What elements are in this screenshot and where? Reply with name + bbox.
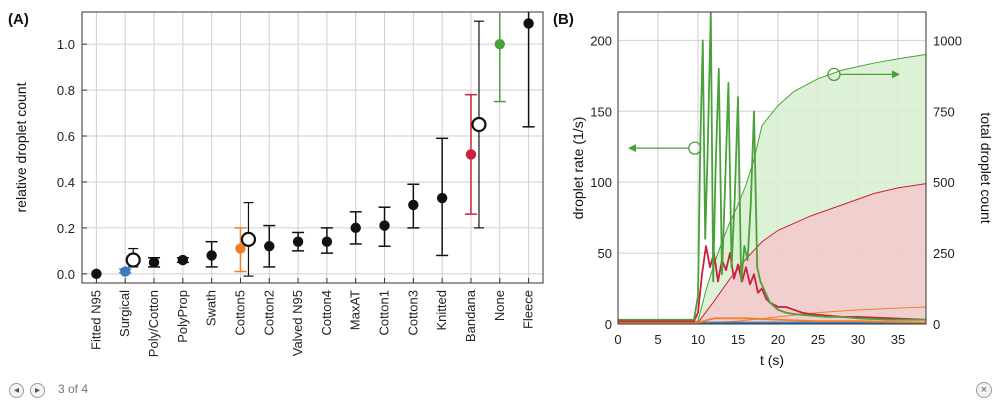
y-tick-label: 50 — [598, 246, 612, 261]
cumulative-line-green — [618, 54, 926, 324]
y-tick-label: 0.6 — [57, 129, 75, 144]
panel-a-label: (A) — [8, 11, 29, 28]
y2-tick-label: 500 — [933, 175, 955, 190]
x-tick-label: 20 — [771, 332, 785, 347]
panel-b-frame — [617, 11, 927, 325]
x-tick-label: 15 — [731, 332, 745, 347]
x-tick-label: Cotton1 — [377, 290, 392, 336]
panel-a: (A) 0.0 0.2 0.4 0.6 0.8 1.0 Fitted N95 Surgical P… — [8, 11, 544, 357]
y2-tick-label: 250 — [933, 246, 955, 261]
data-point — [321, 236, 333, 247]
previous-button[interactable]: ◂ — [9, 383, 24, 398]
left-axis-arrowhead — [628, 144, 636, 153]
open-circle-point — [240, 231, 257, 247]
left-axis-marker — [688, 141, 702, 155]
x-tick-label: Cotton3 — [405, 290, 420, 336]
open-circle-point — [471, 116, 487, 133]
figure-area: (A) 0.0 0.2 0.4 0.6 0.8 1.0 Fitted N95 Surgical P… — [8, 11, 994, 368]
x-tick-label: MaxAT — [348, 290, 363, 330]
x-tick-label: Valved N95 — [290, 290, 305, 356]
cumulative-line-red — [618, 183, 926, 324]
next-button[interactable]: ▸ — [30, 383, 45, 398]
data-point — [177, 254, 189, 266]
data-point — [523, 18, 534, 29]
data-point — [292, 236, 304, 247]
right-axis-marker — [827, 67, 841, 82]
panel-b: (B) 0 5 10 15 20 25 30 35 0 50 100 150 200 0 250 500 750 1… — [553, 11, 994, 368]
x-tick-label: Poly/Cotton — [146, 290, 161, 357]
x-tick-label: Fleece — [521, 290, 536, 329]
y-tick-label: 200 — [590, 33, 612, 48]
page-indicator: 3 of 4 — [58, 382, 89, 396]
x-tick-label: 5 — [654, 332, 661, 347]
y2-tick-label: 0 — [933, 317, 940, 332]
panel-b-y-axis-label: droplet rate (1/s) — [570, 117, 586, 220]
panel-b-label: (B) — [553, 11, 574, 28]
open-circle-point — [125, 252, 141, 268]
y-tick-label: 0.2 — [57, 221, 75, 236]
right-axis-arrowhead — [892, 70, 900, 79]
rate-line-red — [618, 245, 926, 323]
y-tick-label: 0.4 — [57, 175, 75, 190]
data-point — [379, 220, 390, 231]
panel-b-x-axis-label: t (s) — [760, 352, 784, 368]
data-point — [148, 257, 160, 268]
panel-a-plot — [91, 12, 535, 280]
data-point — [91, 268, 102, 280]
y2-tick-label: 1000 — [933, 33, 962, 48]
rate-line-orange — [618, 317, 926, 324]
panel-a-y-axis-label: relative droplet count — [13, 82, 29, 212]
panel-b-plot — [618, 12, 926, 324]
x-tick-label: Swath — [204, 290, 219, 326]
figure-svg: (A) 0.0 0.2 0.4 0.6 0.8 1.0 Fitted N95 Surgical P… — [8, 11, 994, 368]
rate-line-green — [618, 12, 926, 321]
x-tick-label: Cotton4 — [319, 290, 334, 336]
x-tick-label: Bandana — [463, 289, 478, 342]
y-tick-label: 1.0 — [57, 37, 75, 52]
close-icon[interactable]: × — [976, 382, 992, 398]
data-point — [206, 250, 217, 261]
cumulative-fill-red — [618, 183, 926, 324]
data-point — [494, 38, 505, 50]
slideshow-footer: ◂ ▸ 3 of 4 × — [0, 372, 1000, 405]
data-point — [408, 199, 419, 211]
x-tick-label: Fitted N95 — [88, 290, 103, 350]
data-point — [350, 222, 361, 234]
y-tick-label: 0.0 — [57, 267, 75, 282]
data-point — [436, 192, 448, 204]
x-tick-label: PolyProp — [175, 290, 190, 343]
data-point — [120, 266, 131, 277]
x-tick-label: 25 — [811, 332, 825, 347]
data-point — [264, 241, 275, 252]
y-tick-label: 0 — [605, 317, 612, 332]
x-tick-label: None — [492, 290, 507, 321]
y-tick-label: 0.8 — [57, 83, 75, 98]
x-tick-label: 30 — [851, 332, 865, 347]
data-point — [465, 149, 477, 160]
y2-tick-label: 750 — [933, 104, 955, 119]
x-tick-label: 35 — [891, 332, 905, 347]
x-tick-label: 0 — [614, 332, 621, 347]
x-tick-label: 10 — [691, 332, 705, 347]
panel-a-frame — [81, 11, 544, 284]
x-tick-label: Cotton5 — [232, 290, 247, 336]
y-tick-label: 150 — [590, 104, 612, 119]
x-tick-label: Knitted — [434, 290, 449, 330]
y-tick-label: 100 — [590, 175, 612, 190]
x-tick-label: Surgical — [117, 290, 132, 337]
x-tick-label: Cotton2 — [261, 290, 276, 336]
data-point — [235, 243, 246, 254]
panel-b-y2-axis-label: total droplet count — [978, 112, 994, 223]
